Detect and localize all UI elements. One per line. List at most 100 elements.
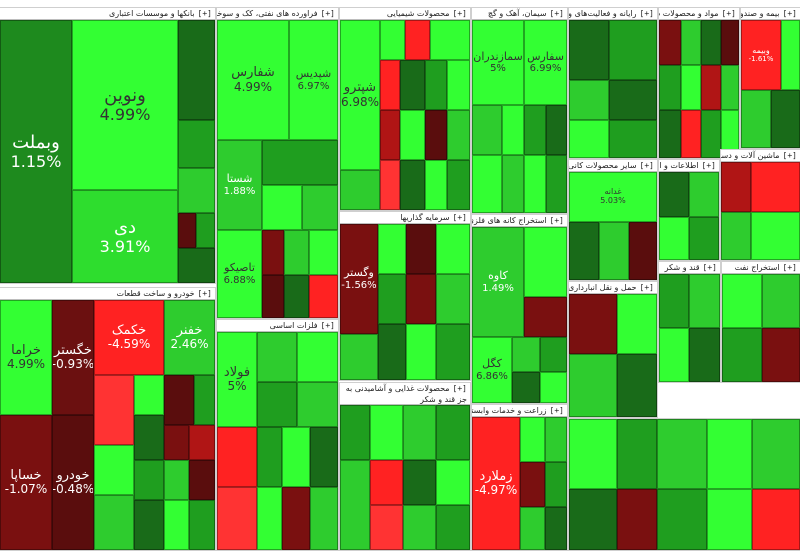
expand-button[interactable]: [+]	[782, 151, 797, 160]
tile-small[interactable]	[380, 20, 405, 60]
tile-small[interactable]	[707, 489, 752, 550]
tile-small[interactable]	[629, 222, 657, 280]
tile-small[interactable]	[405, 20, 430, 60]
tile-small[interactable]	[472, 105, 502, 155]
tile-small[interactable]	[545, 507, 567, 550]
tile-vgastar[interactable]: وگستر -1.56%	[340, 224, 378, 334]
tile-shastran[interactable]: شستا 1.88%	[217, 140, 262, 230]
tile-small[interactable]	[380, 160, 400, 210]
tile-tasmin[interactable]: تاصیکو 6.88%	[217, 230, 262, 318]
tile-small[interactable]	[722, 328, 762, 382]
tile-small[interactable]	[721, 212, 751, 260]
tile-small[interactable]	[540, 337, 567, 372]
tile-small[interactable]	[257, 382, 297, 427]
tile-small[interactable]	[752, 419, 800, 489]
tile-small[interactable]	[178, 248, 215, 283]
tile-small[interactable]	[659, 274, 689, 328]
tile-small[interactable]	[164, 500, 189, 550]
tile-small[interactable]	[524, 227, 567, 297]
tile-small[interactable]	[512, 372, 540, 403]
tile-small[interactable]	[681, 65, 701, 110]
tile-small[interactable]	[257, 332, 297, 382]
tile-small[interactable]	[569, 419, 617, 489]
tile-small[interactable]	[721, 65, 739, 110]
tile-small[interactable]	[701, 65, 721, 110]
tile-small[interactable]	[430, 20, 470, 60]
tile-small[interactable]	[546, 105, 567, 155]
tile-small[interactable]	[257, 487, 282, 550]
expand-button[interactable]: [+]	[197, 9, 212, 18]
tile-small[interactable]	[194, 375, 215, 425]
sector-machinery[interactable]: [+]ماشین آلات و دستگاه‌ها	[720, 149, 800, 261]
tile-small[interactable]	[659, 65, 681, 110]
tile-small[interactable]	[569, 294, 617, 354]
tile-small[interactable]	[400, 110, 425, 160]
tile-small[interactable]	[378, 324, 406, 380]
tile-small[interactable]	[689, 328, 720, 382]
tile-small[interactable]	[178, 168, 215, 213]
expand-button[interactable]: [+]	[452, 384, 467, 393]
tile-small[interactable]	[762, 328, 800, 382]
tile-small[interactable]	[164, 375, 194, 425]
tile-small[interactable]	[436, 405, 470, 460]
sector-oil-extraction[interactable]: [+]استخراج نفت	[721, 261, 800, 383]
tile-small[interactable]	[297, 382, 338, 427]
tile-shpetro[interactable]: شپترو 6.98%	[340, 20, 380, 170]
tile-small[interactable]	[569, 354, 617, 417]
tile-vdey[interactable]: دی 3.91%	[72, 190, 178, 283]
tile-small[interactable]	[310, 427, 338, 487]
tile-small[interactable]	[520, 417, 545, 462]
sector-ict[interactable]: [+]اطلاعات و ارتباطات	[658, 159, 720, 261]
tile-small[interactable]	[520, 507, 545, 550]
tile-small[interactable]	[403, 505, 436, 550]
tile-small[interactable]	[689, 274, 720, 328]
tile-small[interactable]	[403, 405, 436, 460]
tile-small[interactable]	[436, 224, 470, 274]
tile-small[interactable]	[617, 489, 657, 550]
tile-vnovin[interactable]: ونوین 4.99%	[72, 20, 178, 190]
tile-small[interactable]	[659, 172, 689, 217]
sector-food[interactable]: [+]محصولات غذایی و آشامیدنی به جز قند و …	[339, 382, 471, 551]
tile-small[interactable]	[309, 230, 338, 275]
tile-kgol[interactable]: کگل 6.86%	[472, 337, 512, 403]
tile-small[interactable]	[472, 155, 502, 213]
tile-small[interactable]	[721, 20, 739, 65]
tile-khsapa[interactable]: خساپا -1.07%	[0, 415, 52, 550]
tile-small[interactable]	[425, 60, 447, 110]
expand-button[interactable]: [+]	[320, 321, 335, 330]
tile-small[interactable]	[762, 274, 800, 328]
tile-small[interactable]	[284, 275, 309, 318]
tile-small[interactable]	[781, 20, 800, 90]
expand-button[interactable]: [+]	[782, 9, 797, 18]
sector-petroleum[interactable]: [+]فراورده های نفتی، کک و سوخت شفارس 4.9…	[216, 7, 339, 319]
tile-small[interactable]	[609, 20, 657, 80]
tile-small[interactable]	[609, 80, 657, 120]
sector-computer[interactable]: [+]رایانه و فعالیت‌های وابسته	[568, 7, 658, 159]
sector-sugar[interactable]: [+]قند و شکر	[658, 261, 721, 383]
tile-small[interactable]	[94, 375, 134, 445]
tile-small[interactable]	[134, 375, 164, 415]
tile-small[interactable]	[617, 419, 657, 489]
tile-small[interactable]	[436, 324, 470, 380]
tile-small[interactable]	[524, 105, 546, 155]
sector-transport[interactable]: [+]حمل و نقل انبارداری	[568, 281, 658, 418]
tile-small[interactable]	[741, 90, 771, 148]
tile-small[interactable]	[262, 140, 338, 185]
tile-small[interactable]	[189, 500, 215, 550]
tile-small[interactable]	[617, 294, 657, 354]
sector-misc[interactable]	[568, 418, 800, 551]
tile-small[interactable]	[701, 110, 721, 158]
tile-small[interactable]	[380, 60, 400, 110]
tile-small[interactable]	[370, 505, 403, 550]
sector-cement[interactable]: [+]سیمان، آهک و گچ سمازندران 5% سفارس 6.…	[471, 7, 568, 214]
tile-small[interactable]	[436, 274, 470, 324]
tile-small[interactable]	[94, 495, 134, 550]
tile-small[interactable]	[447, 110, 470, 160]
sector-metals[interactable]: [+]فلزات اساسی فولاد 5%	[216, 319, 339, 551]
tile-small[interactable]	[257, 427, 282, 487]
tile-vbimeh[interactable]: وبیمه -1.61%	[741, 20, 781, 90]
expand-button[interactable]: [+]	[639, 283, 654, 292]
tile-shfars[interactable]: شفارس 4.99%	[217, 20, 289, 140]
tile-small[interactable]	[681, 20, 701, 65]
tile-small[interactable]	[164, 425, 189, 460]
